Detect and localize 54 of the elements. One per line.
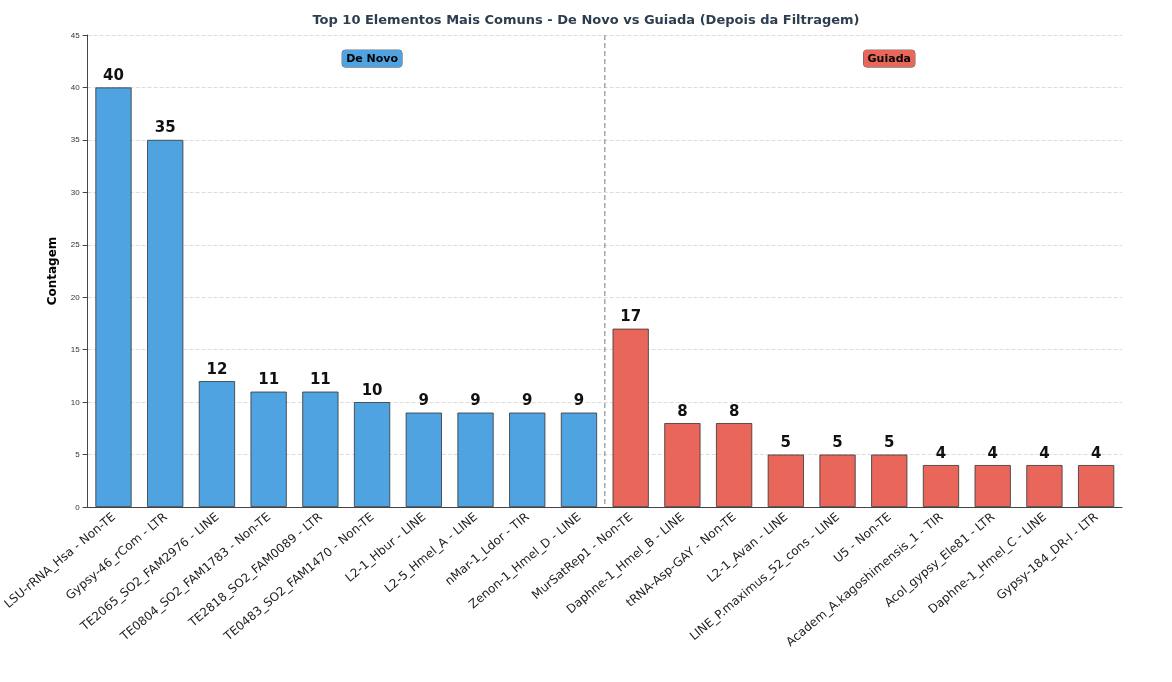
y-tick-label: 10	[70, 397, 81, 407]
data-label: 9	[522, 391, 533, 410]
bar	[457, 412, 494, 507]
bar	[509, 412, 546, 507]
y-tick-label: 30	[70, 187, 81, 197]
data-label: 40	[103, 65, 124, 84]
y-tick-label: 15	[70, 345, 81, 355]
bar	[95, 87, 132, 507]
bar	[974, 465, 1011, 507]
bar	[871, 454, 908, 507]
y-tick-label: 25	[70, 240, 81, 250]
data-label: 12	[206, 359, 228, 378]
data-label: 4	[1039, 443, 1050, 462]
y-tick-label: 20	[70, 292, 81, 302]
text: De Novo	[346, 52, 399, 66]
data-label: 5	[884, 433, 895, 452]
data-label: 4	[1090, 443, 1102, 462]
bar	[353, 402, 391, 507]
data-label: 9	[418, 391, 430, 410]
bar	[819, 454, 856, 507]
bar	[405, 412, 442, 507]
bar	[767, 454, 804, 507]
bar	[302, 391, 339, 507]
bar	[147, 139, 184, 507]
bar	[1026, 465, 1063, 507]
data-label: 8	[677, 401, 688, 420]
bar	[1078, 465, 1115, 507]
y-axis-title: Contagem	[44, 236, 59, 306]
data-label: 9	[470, 391, 481, 410]
bar	[250, 391, 287, 507]
data-label: 9	[573, 391, 585, 410]
bar	[716, 423, 753, 507]
data-label: 4	[987, 443, 998, 462]
data-label: 10	[361, 380, 383, 399]
data-label: 11	[309, 370, 331, 389]
y-tick-label: 35	[70, 135, 81, 145]
text: Guiada	[867, 52, 911, 66]
data-label: 5	[780, 433, 792, 452]
data-label: 35	[154, 118, 176, 137]
bar	[612, 328, 649, 507]
chart-title: Top 10 Elementos Mais Comuns - De Novo vs Guiada (Depois da Filtragem)	[312, 12, 860, 27]
y-tick-label: 45	[70, 30, 81, 40]
bar	[198, 381, 236, 507]
data-label: 11	[258, 370, 280, 389]
y-tick-label: 5	[75, 450, 81, 460]
data-label: 5	[832, 433, 843, 452]
data-label: 8	[728, 401, 740, 420]
data-label: 4	[935, 443, 947, 462]
y-tick-label: 0	[75, 502, 81, 512]
bar	[560, 412, 598, 507]
data-label: 17	[620, 307, 642, 326]
y-tick-label: 40	[70, 82, 81, 92]
bar	[664, 423, 701, 507]
bar	[922, 465, 960, 507]
